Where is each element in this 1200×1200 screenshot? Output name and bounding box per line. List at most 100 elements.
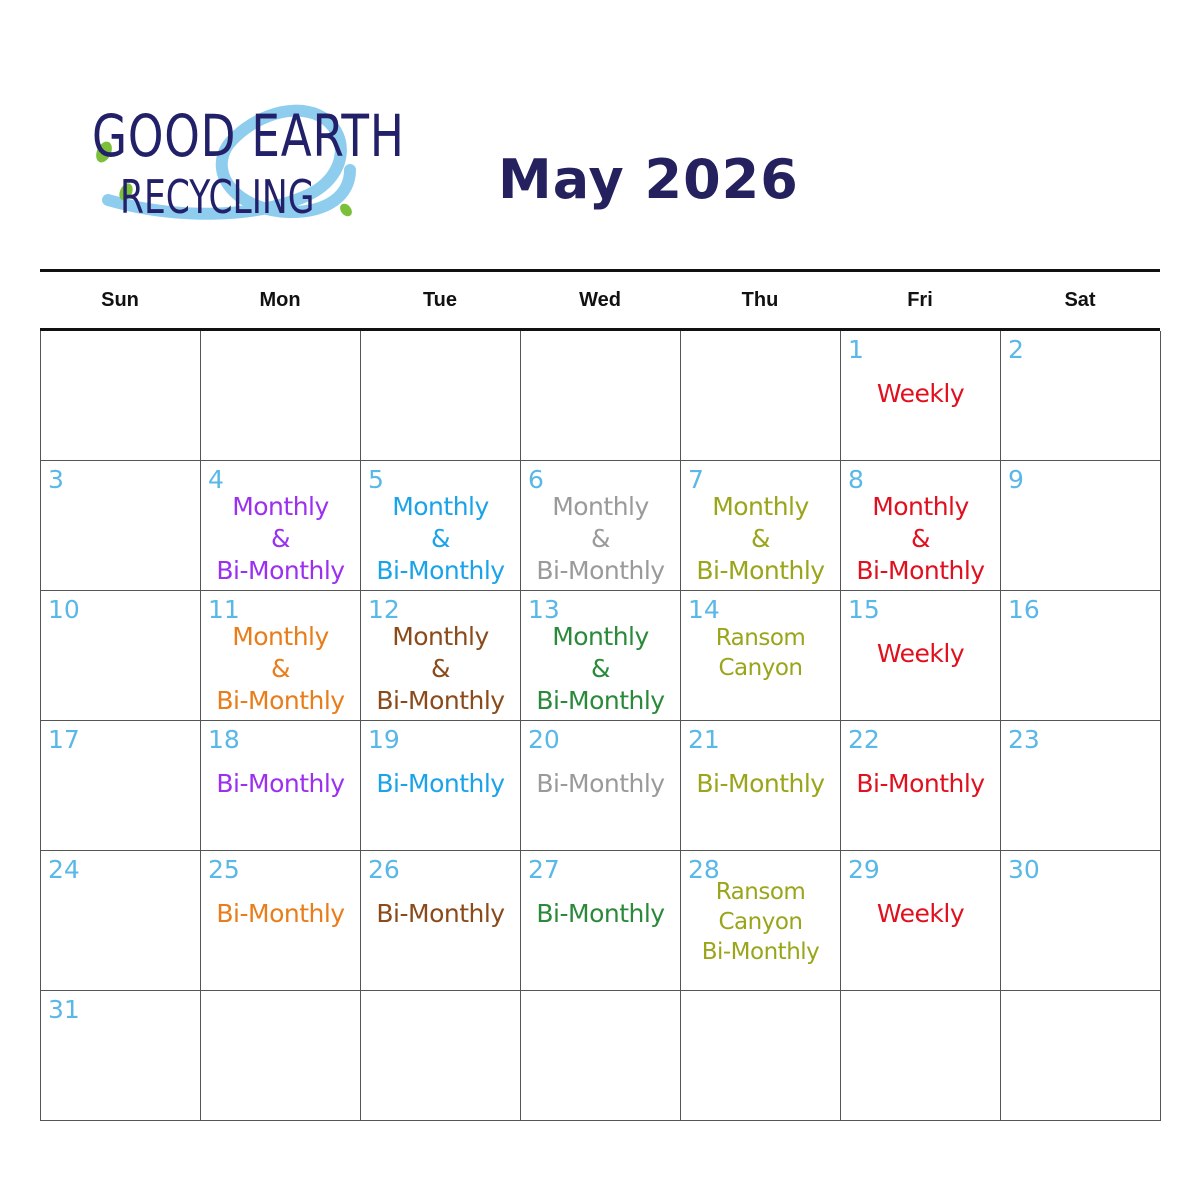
day-number: 15 — [848, 595, 880, 624]
day-cell[interactable]: 29 Weekly — [841, 851, 1001, 991]
day-number: 18 — [208, 725, 240, 754]
pickup-event: Ransom Canyon Bi-Monthly — [681, 877, 840, 967]
pickup-event: Weekly — [841, 885, 1000, 943]
event-line: Monthly — [232, 492, 329, 521]
logo-line1: GOOD EARTH — [92, 102, 405, 170]
event-line: Weekly — [876, 639, 965, 668]
day-cell[interactable] — [841, 991, 1001, 1121]
day-number: 25 — [208, 855, 240, 884]
event-line: Monthly — [872, 492, 969, 521]
day-cell[interactable] — [201, 991, 361, 1121]
weekday-thu: Thu — [741, 289, 779, 311]
event-line: Canyon — [718, 909, 804, 935]
weekday-header: Sun Mon Tue Wed Thu Fri Sat — [40, 272, 1160, 331]
event-line: Bi-Monthly — [376, 769, 505, 798]
day-number: 29 — [848, 855, 880, 884]
day-cell[interactable] — [681, 331, 841, 461]
pickup-event: Ransom Canyon — [681, 623, 840, 683]
day-cell[interactable]: 18 Bi-Monthly — [201, 721, 361, 851]
day-cell[interactable]: 26 Bi-Monthly — [361, 851, 521, 991]
day-cell[interactable]: 28 Ransom Canyon Bi-Monthly — [681, 851, 841, 991]
day-cell[interactable]: 3 — [41, 461, 201, 591]
day-cell[interactable]: 22 Bi-Monthly — [841, 721, 1001, 851]
weekday-sat: Sat — [1064, 289, 1096, 311]
page-title: May 2026 — [498, 148, 799, 211]
day-cell[interactable]: 31 — [41, 991, 201, 1121]
weekday-wed: Wed — [579, 289, 621, 311]
day-cell[interactable]: 27 Bi-Monthly — [521, 851, 681, 991]
event-line: Bi-Monthly — [696, 769, 825, 798]
day-number: 2 — [1008, 335, 1024, 364]
day-number: 14 — [688, 595, 720, 624]
day-cell[interactable]: 15 Weekly — [841, 591, 1001, 721]
pickup-event: Bi-Monthly — [521, 885, 680, 943]
day-cell[interactable] — [681, 991, 841, 1121]
pickup-event: Monthly & Bi-Monthly — [521, 491, 680, 587]
day-cell[interactable]: 25 Bi-Monthly — [201, 851, 361, 991]
day-cell[interactable] — [361, 331, 521, 461]
event-line: Monthly — [232, 622, 329, 651]
day-cell[interactable]: 12 Monthly & Bi-Monthly — [361, 591, 521, 721]
weekday-tue: Tue — [422, 289, 458, 311]
event-line: & — [911, 524, 931, 553]
weekday-fri: Fri — [907, 289, 933, 311]
day-cell[interactable] — [521, 991, 681, 1121]
day-cell[interactable]: 6 Monthly & Bi-Monthly — [521, 461, 681, 591]
day-number: 26 — [368, 855, 400, 884]
event-line: Bi-Monthly — [376, 899, 505, 928]
day-cell[interactable]: 2 — [1001, 331, 1161, 461]
event-line: Monthly — [552, 622, 649, 651]
event-line: Bi-Monthly — [856, 556, 985, 585]
day-cell[interactable]: 17 — [41, 721, 201, 851]
event-line: Monthly — [392, 622, 489, 651]
day-cell[interactable] — [201, 331, 361, 461]
day-cell[interactable]: 4 Monthly & Bi-Monthly — [201, 461, 361, 591]
day-cell[interactable]: 5 Monthly & Bi-Monthly — [361, 461, 521, 591]
day-cell[interactable] — [521, 331, 681, 461]
day-cell[interactable]: 23 — [1001, 721, 1161, 851]
day-cell[interactable]: 1 Weekly — [841, 331, 1001, 461]
day-number: 16 — [1008, 595, 1040, 624]
day-cell[interactable]: 10 — [41, 591, 201, 721]
logo-line2: RECYCLING — [120, 170, 315, 224]
day-cell[interactable] — [41, 331, 201, 461]
event-line: Bi-Monthly — [701, 939, 820, 965]
event-line: Canyon — [718, 655, 804, 681]
weekday-mon: Mon — [259, 289, 301, 311]
day-cell[interactable]: 7 Monthly & Bi-Monthly — [681, 461, 841, 591]
day-cell[interactable] — [1001, 991, 1161, 1121]
day-cell[interactable] — [361, 991, 521, 1121]
day-cell[interactable]: 24 — [41, 851, 201, 991]
event-line: Bi-Monthly — [216, 769, 345, 798]
event-line: Bi-Monthly — [856, 769, 985, 798]
pickup-event: Monthly & Bi-Monthly — [841, 491, 1000, 587]
event-line: Monthly — [712, 492, 809, 521]
event-line: & — [591, 524, 611, 553]
event-line: Weekly — [876, 379, 965, 408]
day-cell[interactable]: 20 Bi-Monthly — [521, 721, 681, 851]
day-number: 24 — [48, 855, 80, 884]
day-cell[interactable]: 8 Monthly & Bi-Monthly — [841, 461, 1001, 591]
event-line: Bi-Monthly — [696, 556, 825, 585]
day-cell[interactable]: 9 — [1001, 461, 1161, 591]
day-cell[interactable]: 14 Ransom Canyon — [681, 591, 841, 721]
event-line: Bi-Monthly — [376, 686, 505, 715]
pickup-event: Bi-Monthly — [201, 755, 360, 813]
day-number: 9 — [1008, 465, 1024, 494]
event-line: Monthly — [392, 492, 489, 521]
pickup-event: Monthly & Bi-Monthly — [361, 491, 520, 587]
day-cell[interactable]: 30 — [1001, 851, 1161, 991]
day-cell[interactable]: 13 Monthly & Bi-Monthly — [521, 591, 681, 721]
day-cell[interactable]: 11 Monthly & Bi-Monthly — [201, 591, 361, 721]
day-cell[interactable]: 19 Bi-Monthly — [361, 721, 521, 851]
day-number: 19 — [368, 725, 400, 754]
event-line: Bi-Monthly — [536, 556, 665, 585]
pickup-event: Weekly — [841, 625, 1000, 683]
day-number: 7 — [688, 465, 704, 494]
day-cell[interactable]: 16 — [1001, 591, 1161, 721]
day-cell[interactable]: 21 Bi-Monthly — [681, 721, 841, 851]
pickup-event: Bi-Monthly — [841, 755, 1000, 813]
event-line: Bi-Monthly — [216, 556, 345, 585]
calendar-grid: 1 Weekly 2 3 4 Monthly & Bi-Monthly 5 Monthly & Bi-… — [40, 331, 1161, 1121]
pickup-event: Bi-Monthly — [521, 755, 680, 813]
